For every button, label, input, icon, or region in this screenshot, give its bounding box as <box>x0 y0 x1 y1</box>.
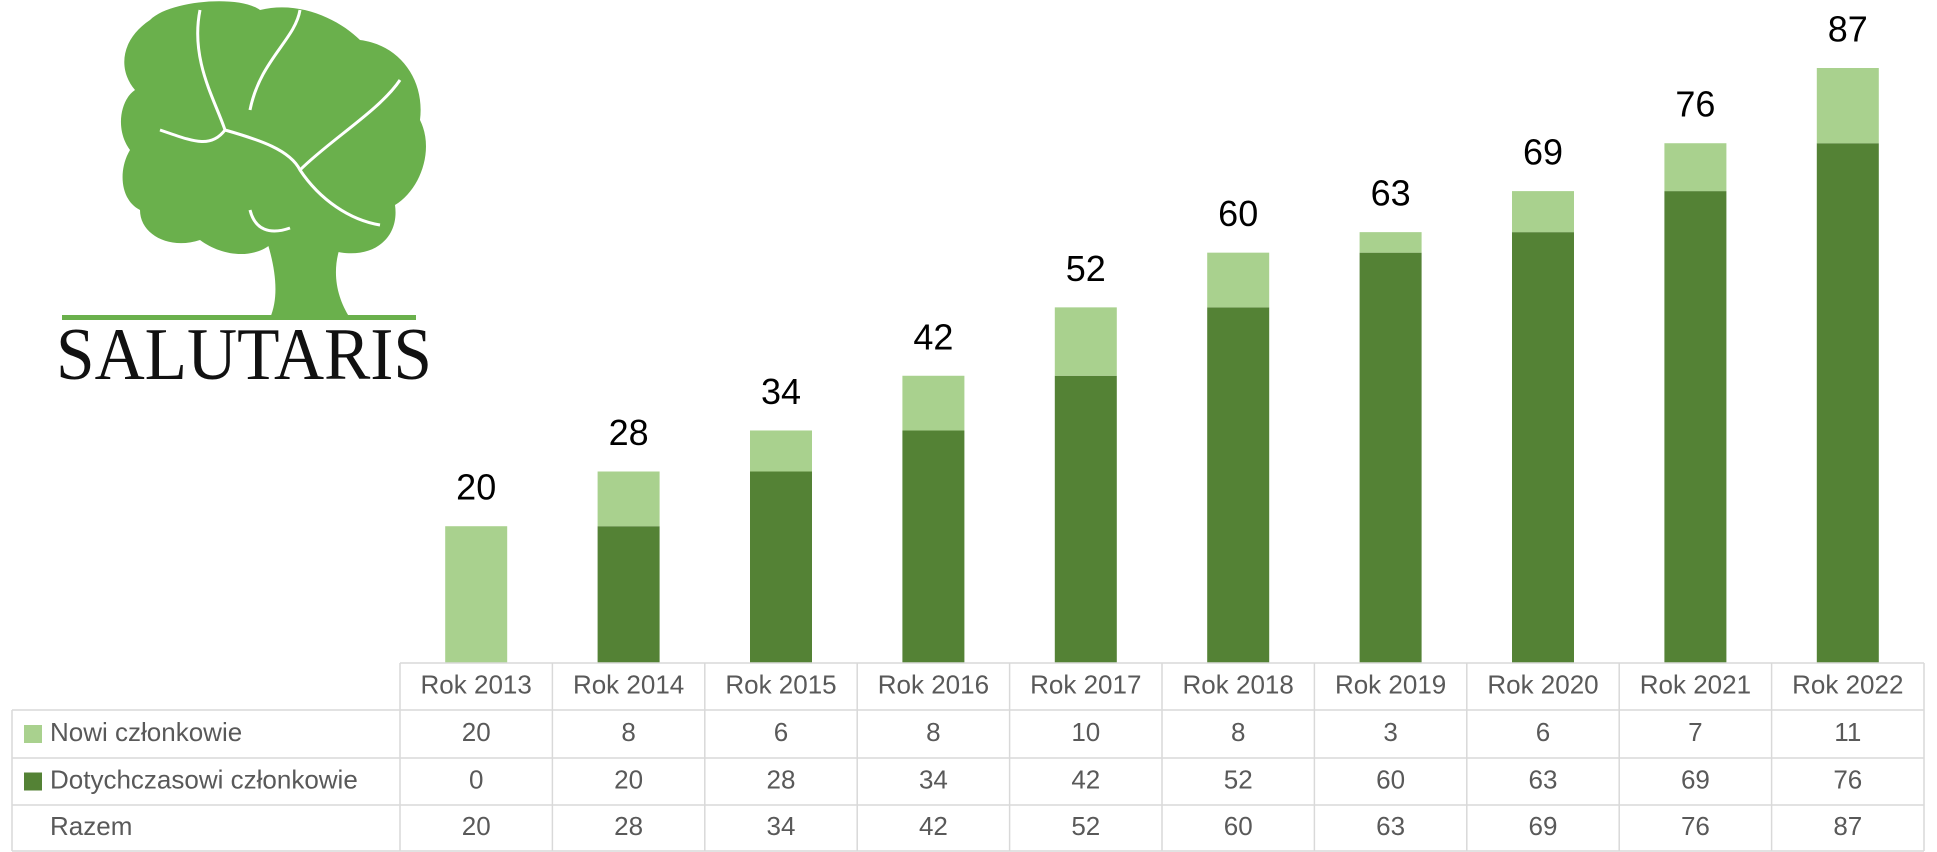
table-value: 28 <box>614 811 643 841</box>
bar-segment <box>445 526 508 663</box>
bar-segment <box>1512 191 1574 233</box>
row-label: Dotychczasowi członkowie <box>50 764 358 794</box>
table-value: 69 <box>1681 764 1710 794</box>
total-label: 60 <box>1218 193 1258 234</box>
bar-segment <box>1664 143 1727 192</box>
bar-segment <box>1207 252 1270 308</box>
table-value: 42 <box>1071 764 1100 794</box>
table-value: 11 <box>1834 717 1861 747</box>
table-value: 52 <box>1071 811 1100 841</box>
total-label: 69 <box>1523 132 1563 173</box>
bar-segment <box>597 471 660 527</box>
table-value: 8 <box>1231 717 1245 747</box>
table-value: 76 <box>1833 764 1862 794</box>
total-label: 52 <box>1066 248 1106 289</box>
category-label: Rok 2013 <box>421 669 532 699</box>
table-value: 8 <box>926 717 940 747</box>
table-value: 20 <box>614 764 643 794</box>
row-label: Razem <box>50 811 132 841</box>
legend-swatch <box>24 725 42 743</box>
table-value: 60 <box>1224 811 1253 841</box>
table-value: 3 <box>1383 717 1397 747</box>
bar-segment <box>1207 307 1270 663</box>
table-value: 52 <box>1224 764 1253 794</box>
category-label: Rok 2015 <box>725 669 836 699</box>
total-label: 87 <box>1828 9 1868 50</box>
category-label: Rok 2019 <box>1335 669 1446 699</box>
table-value: 0 <box>469 764 483 794</box>
category-label: Rok 2017 <box>1030 669 1141 699</box>
table-value: 20 <box>462 811 491 841</box>
bar-segment <box>902 375 965 431</box>
bar-segment <box>1359 232 1422 253</box>
table-value: 6 <box>774 717 788 747</box>
category-label: Rok 2018 <box>1183 669 1294 699</box>
total-label: 34 <box>761 371 801 412</box>
bar-segment <box>1054 375 1117 663</box>
legend-swatch <box>24 772 42 791</box>
table-value: 76 <box>1681 811 1710 841</box>
category-label: Rok 2021 <box>1640 669 1751 699</box>
bar-segment <box>750 471 812 663</box>
category-label: Rok 2020 <box>1487 669 1598 699</box>
table-value: 10 <box>1071 717 1100 747</box>
table-value: 34 <box>919 764 948 794</box>
bar-segment <box>1359 252 1422 664</box>
bar-segment <box>1816 68 1879 144</box>
table-value: 42 <box>919 811 948 841</box>
table-value: 69 <box>1529 811 1558 841</box>
bar-segment <box>1512 232 1574 663</box>
table-value: 34 <box>767 811 796 841</box>
total-label: 42 <box>913 316 953 357</box>
total-label: 28 <box>609 412 649 453</box>
table-value: 7 <box>1688 717 1702 747</box>
bar-segment <box>1054 307 1117 376</box>
bar-segment <box>1664 191 1727 663</box>
table-value: 20 <box>462 717 491 747</box>
logo-tree <box>62 1 426 320</box>
bar-segment <box>597 526 660 663</box>
table-value: 63 <box>1376 811 1405 841</box>
row-label: Nowi członkowie <box>50 717 242 747</box>
table-value: 28 <box>767 764 796 794</box>
bar-segment <box>902 430 965 663</box>
total-label: 76 <box>1675 84 1715 125</box>
table-value: 60 <box>1376 764 1405 794</box>
category-label: Rok 2016 <box>878 669 989 699</box>
table-value: 87 <box>1833 811 1862 841</box>
table-value: 6 <box>1536 717 1550 747</box>
bar-segment <box>1816 143 1879 664</box>
category-label: Rok 2014 <box>573 669 684 699</box>
category-label: Rok 2022 <box>1792 669 1903 699</box>
logo-text: SALUTARIS <box>56 314 432 396</box>
bar-segment <box>750 430 812 472</box>
total-label: 20 <box>456 467 496 508</box>
table-value: 63 <box>1529 764 1558 794</box>
total-label: 63 <box>1371 173 1411 214</box>
table-value: 8 <box>621 717 635 747</box>
